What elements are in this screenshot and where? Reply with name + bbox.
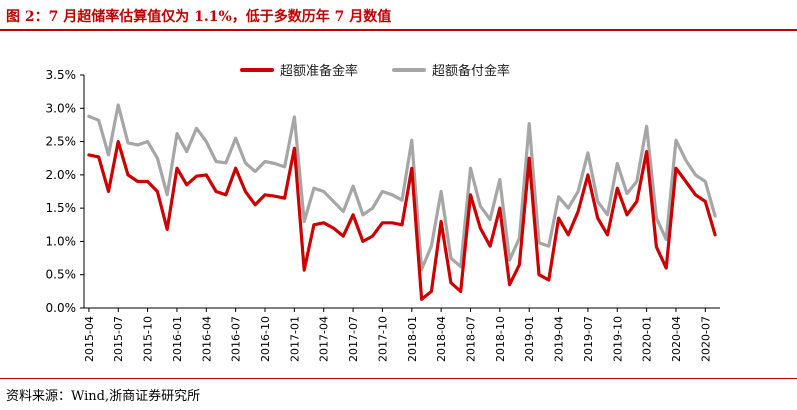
x-tick-label: 2020-01 xyxy=(641,316,654,362)
x-tick-label: 2016-07 xyxy=(230,316,243,362)
x-tick-label: 2015-04 xyxy=(83,316,96,362)
x-tick-label: 2019-10 xyxy=(611,316,624,362)
y-tick-label: 2.0% xyxy=(46,168,77,182)
x-tick-label: 2019-01 xyxy=(523,316,536,362)
title-divider xyxy=(0,29,797,31)
legend-item-gray: 超额备付金率 xyxy=(392,60,510,79)
x-tick-label: 2018-01 xyxy=(406,316,419,362)
x-tick-label: 2016-04 xyxy=(200,316,213,362)
x-tick-label: 2015-07 xyxy=(112,316,125,362)
x-tick-label: 2020-07 xyxy=(699,316,712,362)
source-note: 资料来源：Wind,浙商证券研究所 xyxy=(6,389,201,404)
legend-label-gray: 超额备付金率 xyxy=(432,64,511,79)
x-tick-label: 2016-10 xyxy=(259,316,272,362)
y-tick-label: 0.5% xyxy=(46,268,77,282)
legend-swatch-gray xyxy=(392,67,427,72)
x-tick-label: 2019-04 xyxy=(553,316,566,362)
legend-item-red: 超额准备金率 xyxy=(240,60,358,79)
x-tick-label: 2019-07 xyxy=(582,316,595,362)
y-tick-label: 1.0% xyxy=(46,234,77,248)
x-tick-label: 2017-01 xyxy=(288,316,301,362)
y-tick-label: 3.5% xyxy=(46,68,77,82)
x-tick-label: 2020-04 xyxy=(670,316,683,362)
chart-legend: 超额准备金率 超额备付金率 xyxy=(240,60,510,79)
x-tick-label: 2016-01 xyxy=(171,316,184,362)
source-divider xyxy=(0,378,797,379)
figure-title: 图 2：7 月超储率估算值仅为 1.1%，低于多数历年 7 月数值 xyxy=(6,9,392,25)
legend-label-red: 超额准备金率 xyxy=(280,64,359,79)
line-chart: 0.0% 0.5% 1.0% 1.5% 2.0% 2.5% 3.0% 3.5% 2015-04 2… xyxy=(46,68,720,362)
series-line-excess-reserve-ratio xyxy=(87,139,717,301)
legend-swatch-red xyxy=(240,67,274,72)
x-tick-label: 2018-10 xyxy=(494,316,507,362)
x-tick-label: 2018-07 xyxy=(464,316,477,362)
y-tick-label: 0.0% xyxy=(46,301,77,315)
x-tick-label: 2017-04 xyxy=(318,316,331,362)
x-tick-label: 2017-10 xyxy=(376,316,389,362)
x-tick-label: 2015-10 xyxy=(142,316,155,362)
y-tick-label: 3.0% xyxy=(46,101,77,115)
x-tick-label: 2018-04 xyxy=(435,316,448,362)
y-tick-label: 2.5% xyxy=(46,135,77,149)
x-tick-label: 2017-07 xyxy=(347,316,360,362)
series-line-excess-provision-ratio xyxy=(87,103,717,271)
y-tick-label: 1.5% xyxy=(46,201,77,215)
